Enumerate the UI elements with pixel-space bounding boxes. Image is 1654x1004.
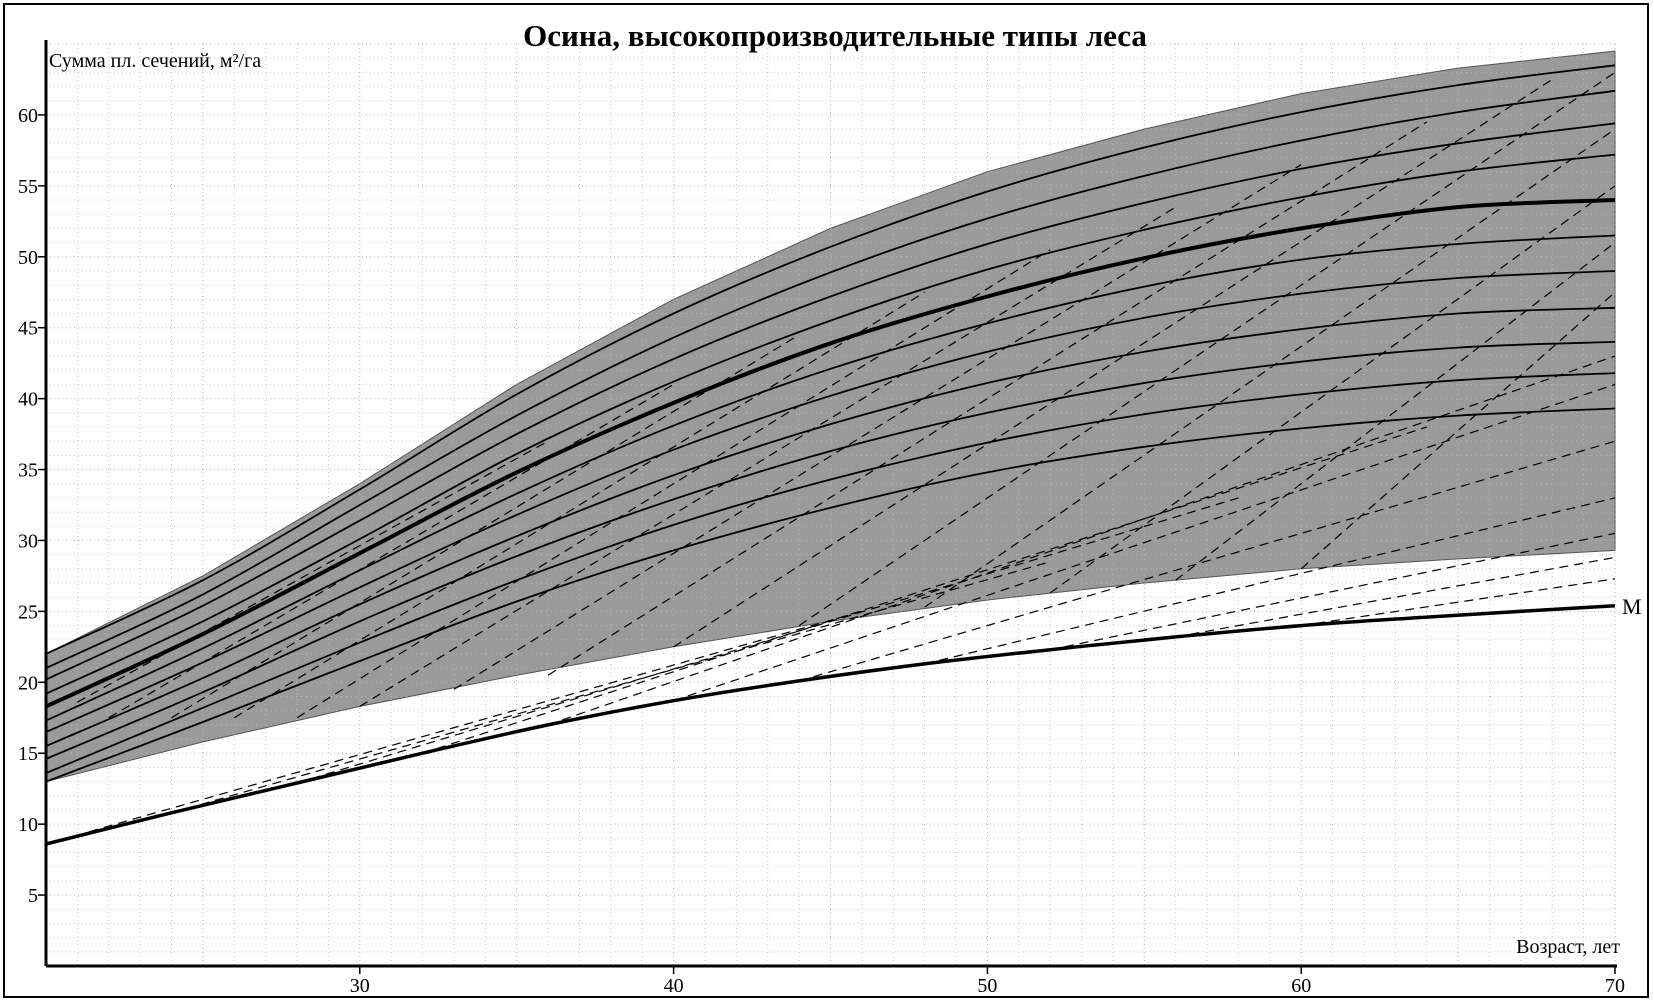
dashed-line: [673, 383, 1616, 702]
dashed-line: [296, 249, 1051, 719]
dashed-line: [45, 610, 863, 845]
dashed-line: [924, 497, 1616, 665]
dashed-line: [1049, 185, 1616, 594]
axes-layer: [44, 40, 1617, 968]
series-line-8: [45, 306, 1616, 747]
y-tick-label: 50: [18, 247, 38, 269]
y-tick-label: 55: [18, 176, 38, 198]
series-line-11: [45, 407, 1616, 783]
x-tick-label: 70: [1605, 975, 1625, 997]
x-tick-label: 50: [977, 975, 997, 997]
series-line-1: [45, 64, 1616, 655]
series-line-9: [45, 341, 1616, 760]
lower-line-m: [45, 603, 1616, 846]
y-tick-label: 60: [18, 105, 38, 127]
dashed-line: [673, 78, 1553, 648]
dashed-line: [171, 334, 800, 719]
series-line-5: [45, 198, 1616, 709]
y-axis-label: Сумма пл. сечений, м²/га: [49, 50, 261, 72]
lower-line-label: M: [1622, 594, 1642, 619]
series-layer: [45, 64, 1616, 783]
x-axis-label: Возраст, лет: [1516, 936, 1620, 958]
series-line-3: [45, 122, 1616, 681]
dashed-line: [422, 426, 1427, 754]
dashed-line: [1300, 291, 1616, 570]
dashed-layer: [45, 71, 1616, 845]
chart-title: Осина, высокопроизводительные типы леса: [523, 18, 1147, 53]
dashed-line: [798, 440, 1616, 682]
dashed-line: [1050, 532, 1616, 651]
x-tick-label: 40: [664, 975, 684, 997]
x-tick-label: 30: [350, 975, 370, 997]
y-tick-label: 45: [18, 318, 38, 340]
y-tick-label: 5: [28, 885, 38, 907]
series-line-6: [45, 234, 1616, 722]
y-tick-label: 15: [18, 743, 38, 765]
dashed-line: [547, 121, 1428, 676]
dashed-line: [924, 128, 1616, 608]
y-tick-label: 35: [18, 460, 38, 482]
dashed-line: [547, 355, 1616, 726]
series-line-4: [45, 153, 1616, 695]
series-line-10: [45, 372, 1616, 774]
y-tick-label: 25: [18, 601, 38, 623]
series-line-7: [45, 270, 1616, 733]
y-tick-label: 30: [18, 530, 38, 552]
lower-line-layer: [45, 603, 1616, 846]
y-tick-label: 10: [18, 814, 38, 836]
series-line-2: [45, 89, 1616, 669]
dashed-line: [1175, 242, 1616, 581]
dashed-line: [359, 206, 1176, 707]
ticks-layer: 5 10 15 20 25 30 35 40 45 50 55 60 30 40 50 60 70: [18, 105, 1625, 997]
x-tick-label: 60: [1291, 975, 1311, 997]
y-tick-label: 40: [18, 389, 38, 411]
y-tick-label: 20: [18, 672, 38, 694]
dashed-line: [453, 164, 1302, 690]
dashed-line: [171, 561, 1051, 814]
dashed-line: [1301, 578, 1616, 627]
